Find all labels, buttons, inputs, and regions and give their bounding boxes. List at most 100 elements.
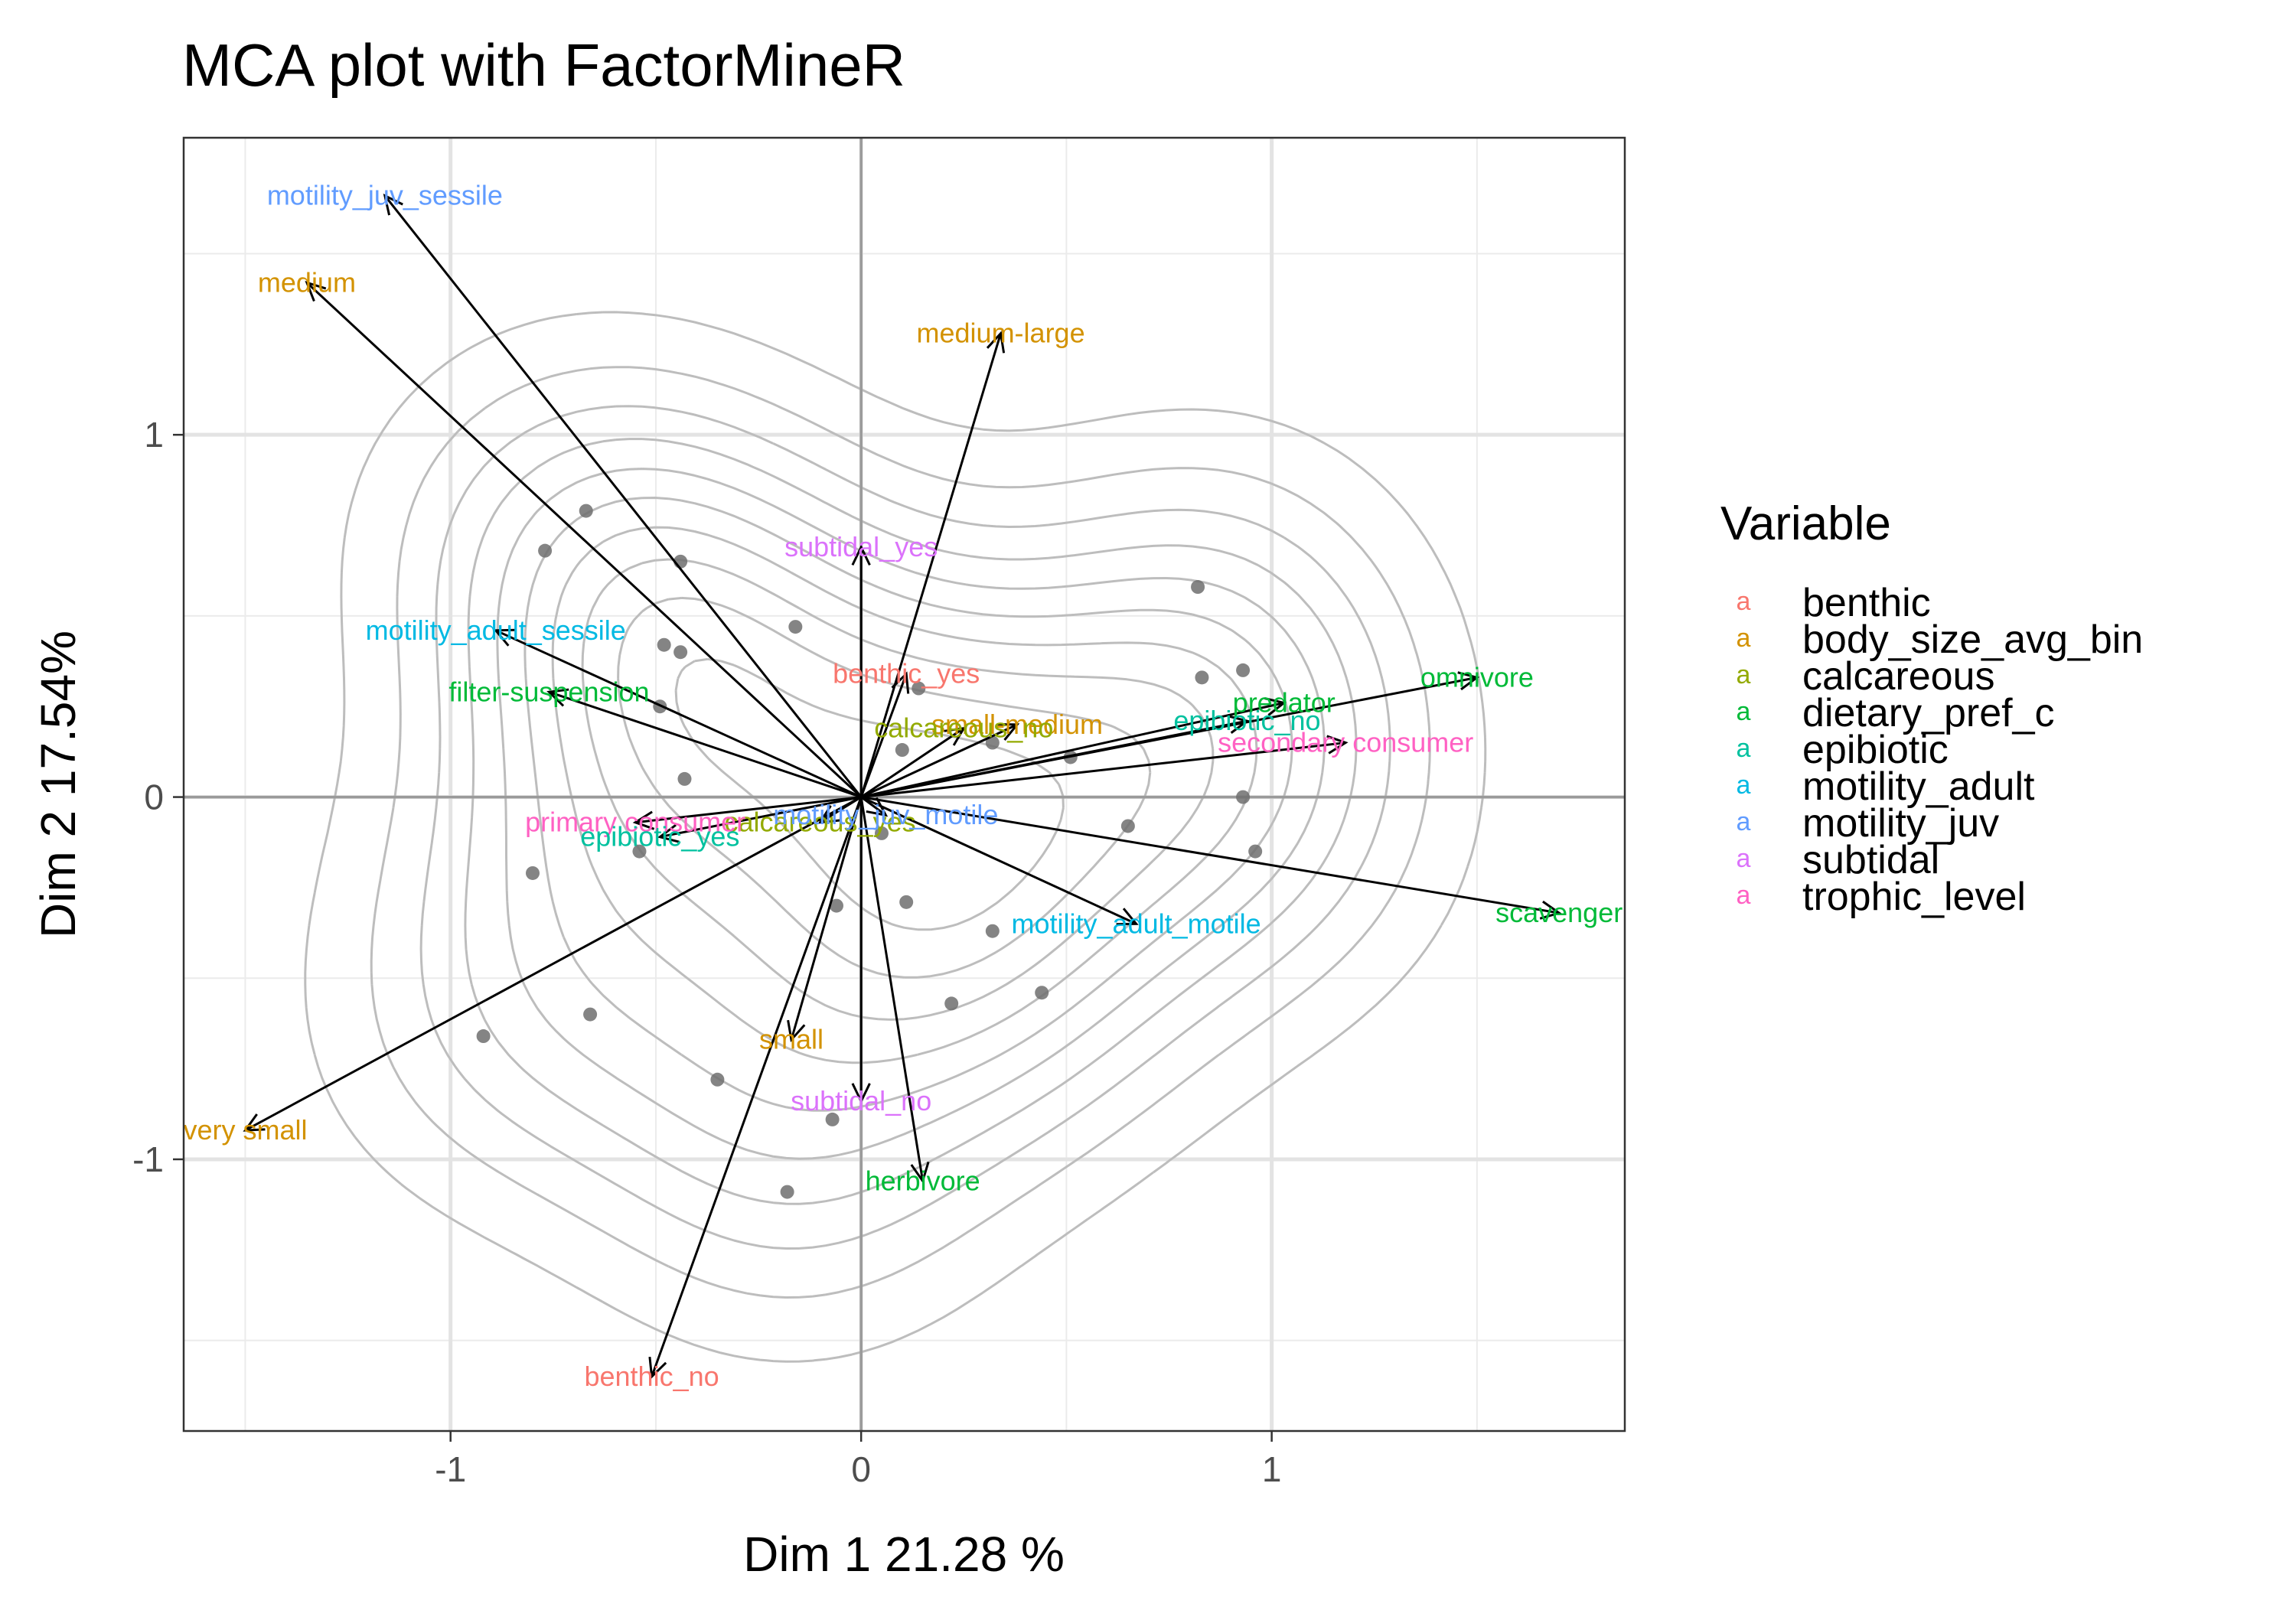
legend-label: calcareous bbox=[1802, 654, 1994, 699]
category-label: benthic_no bbox=[584, 1361, 719, 1392]
category-label: secondary consumer bbox=[1218, 727, 1473, 758]
legend-key: a bbox=[1737, 624, 1751, 653]
individual-point bbox=[476, 1029, 491, 1044]
arrow bbox=[546, 688, 862, 798]
category-label: small-medium bbox=[931, 709, 1103, 740]
category-label: calcareous_no bbox=[874, 712, 1053, 744]
individual-point bbox=[825, 1112, 840, 1126]
individual-point bbox=[632, 844, 647, 859]
category-label: subtidal_no bbox=[791, 1085, 931, 1116]
category-label: calcareous_yes bbox=[724, 807, 915, 838]
individual-point bbox=[788, 620, 803, 634]
legend-key: a bbox=[1737, 807, 1751, 836]
legend-title: Variable bbox=[1720, 497, 1891, 550]
individual-point bbox=[583, 1007, 598, 1022]
individual-point bbox=[895, 743, 909, 758]
legend-label: epibiotic bbox=[1802, 728, 1949, 772]
individual-point bbox=[673, 645, 688, 660]
legend-key: a bbox=[1737, 660, 1751, 689]
individual-point bbox=[874, 826, 889, 840]
legend-label: subtidal bbox=[1802, 838, 1939, 882]
category-label: benthic_yes bbox=[833, 658, 980, 689]
arrow bbox=[383, 194, 863, 798]
individual-point bbox=[1248, 844, 1263, 859]
category-label: subtidal_yes bbox=[784, 531, 938, 562]
arrow bbox=[859, 331, 1006, 798]
arrow bbox=[851, 544, 871, 797]
legend-item: a trophic_level bbox=[1737, 875, 2026, 919]
arrow bbox=[657, 796, 862, 843]
density-contour-line bbox=[464, 438, 1358, 1205]
panel-border bbox=[182, 136, 1626, 1433]
individual-point bbox=[912, 681, 926, 696]
category-label: motility_adult_motile bbox=[1012, 908, 1261, 939]
legend-item: a epibiotic bbox=[1737, 728, 1949, 772]
arrow bbox=[851, 797, 871, 1104]
category-label: primary consumer bbox=[525, 807, 745, 838]
individual-point bbox=[1236, 663, 1251, 677]
arrow bbox=[860, 726, 967, 798]
category-label: motility_juv_sessile bbox=[267, 180, 503, 211]
legend-item: a body_size_avg_bin bbox=[1737, 618, 2144, 662]
arrow bbox=[305, 281, 863, 798]
individual-point bbox=[579, 504, 593, 518]
individual-point bbox=[985, 735, 1000, 750]
arrow bbox=[861, 735, 1349, 799]
legend-key: a bbox=[1737, 697, 1751, 726]
y-axis: -1 0 1 bbox=[132, 415, 184, 1179]
individual-point bbox=[657, 637, 671, 652]
category-label: scavenger bbox=[1495, 897, 1623, 928]
density-contour-line bbox=[551, 526, 1258, 1064]
density-contour-line bbox=[617, 596, 1152, 979]
legend-label: trophic_level bbox=[1802, 875, 2026, 919]
legend-label: benthic bbox=[1802, 581, 1931, 625]
legend-item: a dietary_pref_c bbox=[1737, 691, 2055, 735]
individual-point bbox=[1120, 819, 1135, 833]
density-contour-line bbox=[419, 405, 1391, 1250]
individual-point bbox=[538, 543, 553, 558]
individual-point bbox=[944, 996, 959, 1011]
individual-point bbox=[780, 1185, 794, 1199]
variable-arrows bbox=[243, 194, 1562, 1380]
category-label: medium bbox=[258, 266, 356, 298]
category-label: filter-suspension bbox=[448, 676, 649, 707]
category-label: predator bbox=[1233, 686, 1336, 718]
individual-points bbox=[476, 504, 1263, 1199]
arrow bbox=[648, 797, 863, 1380]
arrow bbox=[859, 797, 930, 1184]
density-contour-line bbox=[496, 468, 1326, 1160]
legend-key: a bbox=[1737, 587, 1751, 616]
arrow bbox=[860, 715, 1250, 799]
density-contours bbox=[304, 311, 1487, 1363]
x-tick-label: -1 bbox=[435, 1449, 466, 1489]
individual-point bbox=[1236, 790, 1251, 804]
legend-label: motility_adult bbox=[1802, 764, 2035, 809]
legend-key: a bbox=[1737, 771, 1751, 800]
y-axis-title: Dim 2 17.54% bbox=[31, 631, 86, 938]
chart-title: MCA plot with FactorMineR bbox=[182, 31, 905, 99]
arrow bbox=[859, 671, 910, 798]
y-tick-label: -1 bbox=[132, 1139, 164, 1179]
individual-point bbox=[829, 898, 843, 913]
individual-point bbox=[677, 771, 692, 786]
arrow bbox=[632, 796, 862, 830]
legend-key: a bbox=[1737, 881, 1751, 910]
arrow bbox=[493, 628, 862, 798]
arrow bbox=[860, 697, 1287, 799]
arrow bbox=[860, 723, 1020, 798]
individual-point bbox=[899, 895, 914, 909]
legend-item: a subtidal bbox=[1737, 838, 1940, 882]
category-label: omnivore bbox=[1420, 661, 1534, 693]
category-label: very small bbox=[183, 1114, 307, 1146]
category-label: small bbox=[759, 1024, 823, 1055]
legend-item: a benthic bbox=[1737, 581, 1931, 625]
legend-label: body_size_avg_bin bbox=[1802, 618, 2143, 662]
legend-label: dietary_pref_c bbox=[1802, 691, 2055, 735]
individual-point bbox=[710, 1072, 725, 1087]
individual-point bbox=[985, 924, 1000, 938]
